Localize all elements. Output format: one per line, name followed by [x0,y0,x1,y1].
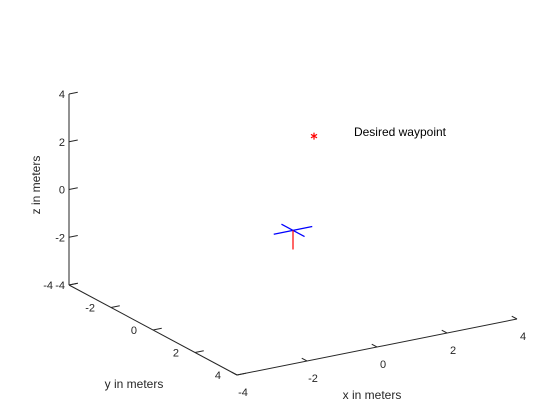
z-tick-mark [68,282,78,286]
z-tick-mark [68,187,78,190]
waypoint-annotation: Desired waypoint [354,125,447,139]
x-tick-label: -2 [308,373,318,385]
x-tick-mark [301,357,308,362]
y-tick-mark [194,350,204,353]
y-tick-label: -4 [43,280,53,292]
y-tick-mark [236,372,246,376]
z-axis-label: z in meters [29,156,43,215]
waypoint-marker-stroke [310,133,318,139]
y-axis-label: y in meters [105,377,164,391]
z-tick-mark [68,91,78,95]
z-tick-mark [68,235,78,238]
z-tick-mark [68,139,78,143]
y-tick-mark [152,327,162,331]
y-tick-label: -2 [85,303,95,315]
y-tick-label: 2 [173,348,179,360]
z-tick-label: 0 [59,185,65,197]
x-tick-label: 2 [450,345,456,357]
y-tick-label: 0 [131,325,137,337]
y-tick-label: 4 [215,370,221,382]
y-tick-mark [110,305,120,308]
z-tick-label: -4 [55,280,65,292]
x-tick-label: 4 [520,331,526,343]
x-tick-mark [441,329,448,334]
tick-labels: -4 -2 0 2 4 -4 -2 0 2 4 -4 -2 0 2 4 [43,89,526,399]
z-tick-label: 4 [59,89,65,101]
axes [68,91,518,376]
x-tick-mark [231,371,238,376]
z-tick-label: 2 [59,137,65,149]
quadrotor [273,223,313,250]
x-tick-label: 0 [380,359,386,371]
x-tick-mark [371,343,378,348]
z-tick-label: -2 [55,232,65,244]
x-axis-label: x in meters [343,388,402,402]
waypoint [310,132,318,140]
x-tick-label: -4 [238,387,248,399]
x-tick-mark [511,315,518,320]
